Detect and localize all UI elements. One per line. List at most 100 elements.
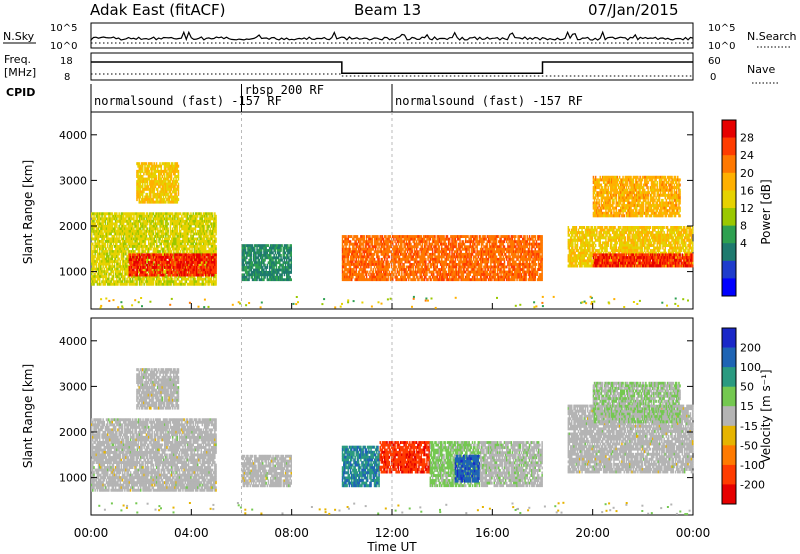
heatmap-cell	[110, 243, 112, 246]
heatmap-cell	[166, 215, 168, 218]
heatmap-cell	[154, 243, 156, 246]
heatmap-cell	[132, 240, 134, 243]
heatmap-cell	[142, 280, 144, 283]
heatmap-cell	[155, 230, 157, 233]
heatmap-cell	[121, 235, 123, 238]
heatmap-cell	[161, 245, 163, 248]
noise-tick-left-top: 10^5	[50, 23, 77, 34]
heatmap-cell	[141, 230, 143, 233]
heatmap-cell	[116, 278, 118, 281]
heatmap-cell	[110, 280, 112, 283]
heatmap-cell	[112, 245, 114, 248]
noise-tick-left-bottom: 10^0	[50, 41, 77, 52]
heatmap-cell	[107, 250, 109, 253]
heatmap-cell	[114, 265, 116, 268]
heatmap-cell	[178, 278, 180, 281]
heatmap-cell	[112, 248, 114, 251]
heatmap-cell	[116, 217, 118, 220]
power-plot	[91, 112, 693, 309]
heatmap-cell	[125, 225, 127, 228]
heatmap-cell	[118, 212, 120, 215]
heatmap-cell	[139, 248, 141, 251]
heatmap-cell	[116, 243, 118, 246]
heatmap-cell	[117, 283, 119, 286]
heatmap-cell	[175, 280, 177, 283]
heatmap-cell	[106, 275, 108, 278]
heatmap-cell	[143, 283, 145, 286]
heatmap-cell	[93, 283, 95, 286]
heatmap-cell	[170, 225, 172, 228]
heatmap-cell	[118, 253, 120, 256]
heatmap-cell	[112, 263, 114, 266]
heatmap-cell	[123, 238, 125, 241]
heatmap-cell	[106, 265, 108, 268]
heatmap-cell	[150, 248, 152, 251]
heatmap-cell	[133, 215, 135, 218]
beam-title: Beam 13	[354, 1, 421, 19]
cpid-segment-label: normalsound (fast) -157 RF	[395, 94, 583, 108]
heatmap-cell	[164, 278, 166, 281]
heatmap-cell	[105, 215, 107, 218]
noise-panel-frame	[91, 23, 693, 48]
heatmap-cell	[123, 258, 125, 261]
heatmap-cell	[113, 278, 115, 281]
nave-tick-top: 60	[708, 56, 721, 67]
heatmap-cell	[123, 215, 125, 218]
heatmap-cell	[158, 245, 160, 248]
heatmap-cell	[123, 222, 125, 225]
heatmap-cell	[153, 212, 155, 215]
heatmap-cell	[147, 227, 149, 230]
heatmap-cell	[169, 238, 171, 241]
heatmap-cell	[166, 225, 168, 228]
freq-label: Freq.	[4, 53, 31, 66]
heatmap-cell	[141, 283, 143, 286]
heatmap-cell	[170, 215, 172, 218]
nave-tick-bottom: 0	[710, 72, 716, 83]
heatmap-cell	[145, 250, 147, 253]
heatmap-cell	[153, 283, 155, 286]
heatmap-cell	[92, 243, 94, 246]
heatmap-cell	[130, 220, 132, 223]
heatmap-cell	[132, 235, 134, 238]
heatmap-cell	[126, 283, 128, 286]
heatmap-cell	[173, 250, 175, 253]
heatmap-cell	[173, 245, 175, 248]
heatmap-cell	[104, 238, 106, 241]
heatmap-cell	[174, 278, 176, 281]
heatmap-cell	[120, 278, 122, 281]
heatmap-cell	[115, 227, 117, 230]
heatmap-cell	[97, 280, 99, 283]
heatmap-cell	[145, 243, 147, 246]
heatmap-cell	[101, 268, 103, 271]
heatmap-cell	[138, 225, 140, 228]
heatmap-cell	[170, 227, 172, 230]
heatmap-cell	[118, 235, 120, 238]
heatmap-cell	[163, 235, 165, 238]
freq-unit-label: [MHz]	[4, 66, 36, 79]
heatmap-cell	[154, 238, 156, 241]
heatmap-cell	[98, 238, 100, 241]
heatmap-cell	[99, 280, 101, 283]
heatmap-cell	[91, 273, 93, 276]
heatmap-cell	[106, 273, 108, 276]
heatmap-cell	[108, 278, 110, 281]
heatmap-cell	[105, 220, 107, 223]
heatmap-cell	[116, 222, 118, 225]
heatmap-cell	[118, 238, 120, 241]
heatmap-cell	[99, 243, 101, 246]
heatmap-cell	[125, 253, 127, 256]
heatmap-cell	[116, 212, 118, 215]
heatmap-cell	[141, 243, 143, 246]
heatmap-cell	[113, 275, 115, 278]
heatmap-cell	[143, 212, 145, 215]
heatmap-cell	[107, 243, 109, 246]
nsearch-label: N.Search	[747, 30, 797, 43]
heatmap-cell	[122, 280, 124, 283]
heatmap-cell	[93, 227, 95, 230]
heatmap-cell	[174, 217, 176, 220]
heatmap-cell	[122, 270, 124, 273]
heatmap-cell	[105, 245, 107, 248]
heatmap-cell	[171, 283, 173, 286]
heatmap-cell	[114, 235, 116, 238]
heatmap-cell	[107, 253, 109, 256]
